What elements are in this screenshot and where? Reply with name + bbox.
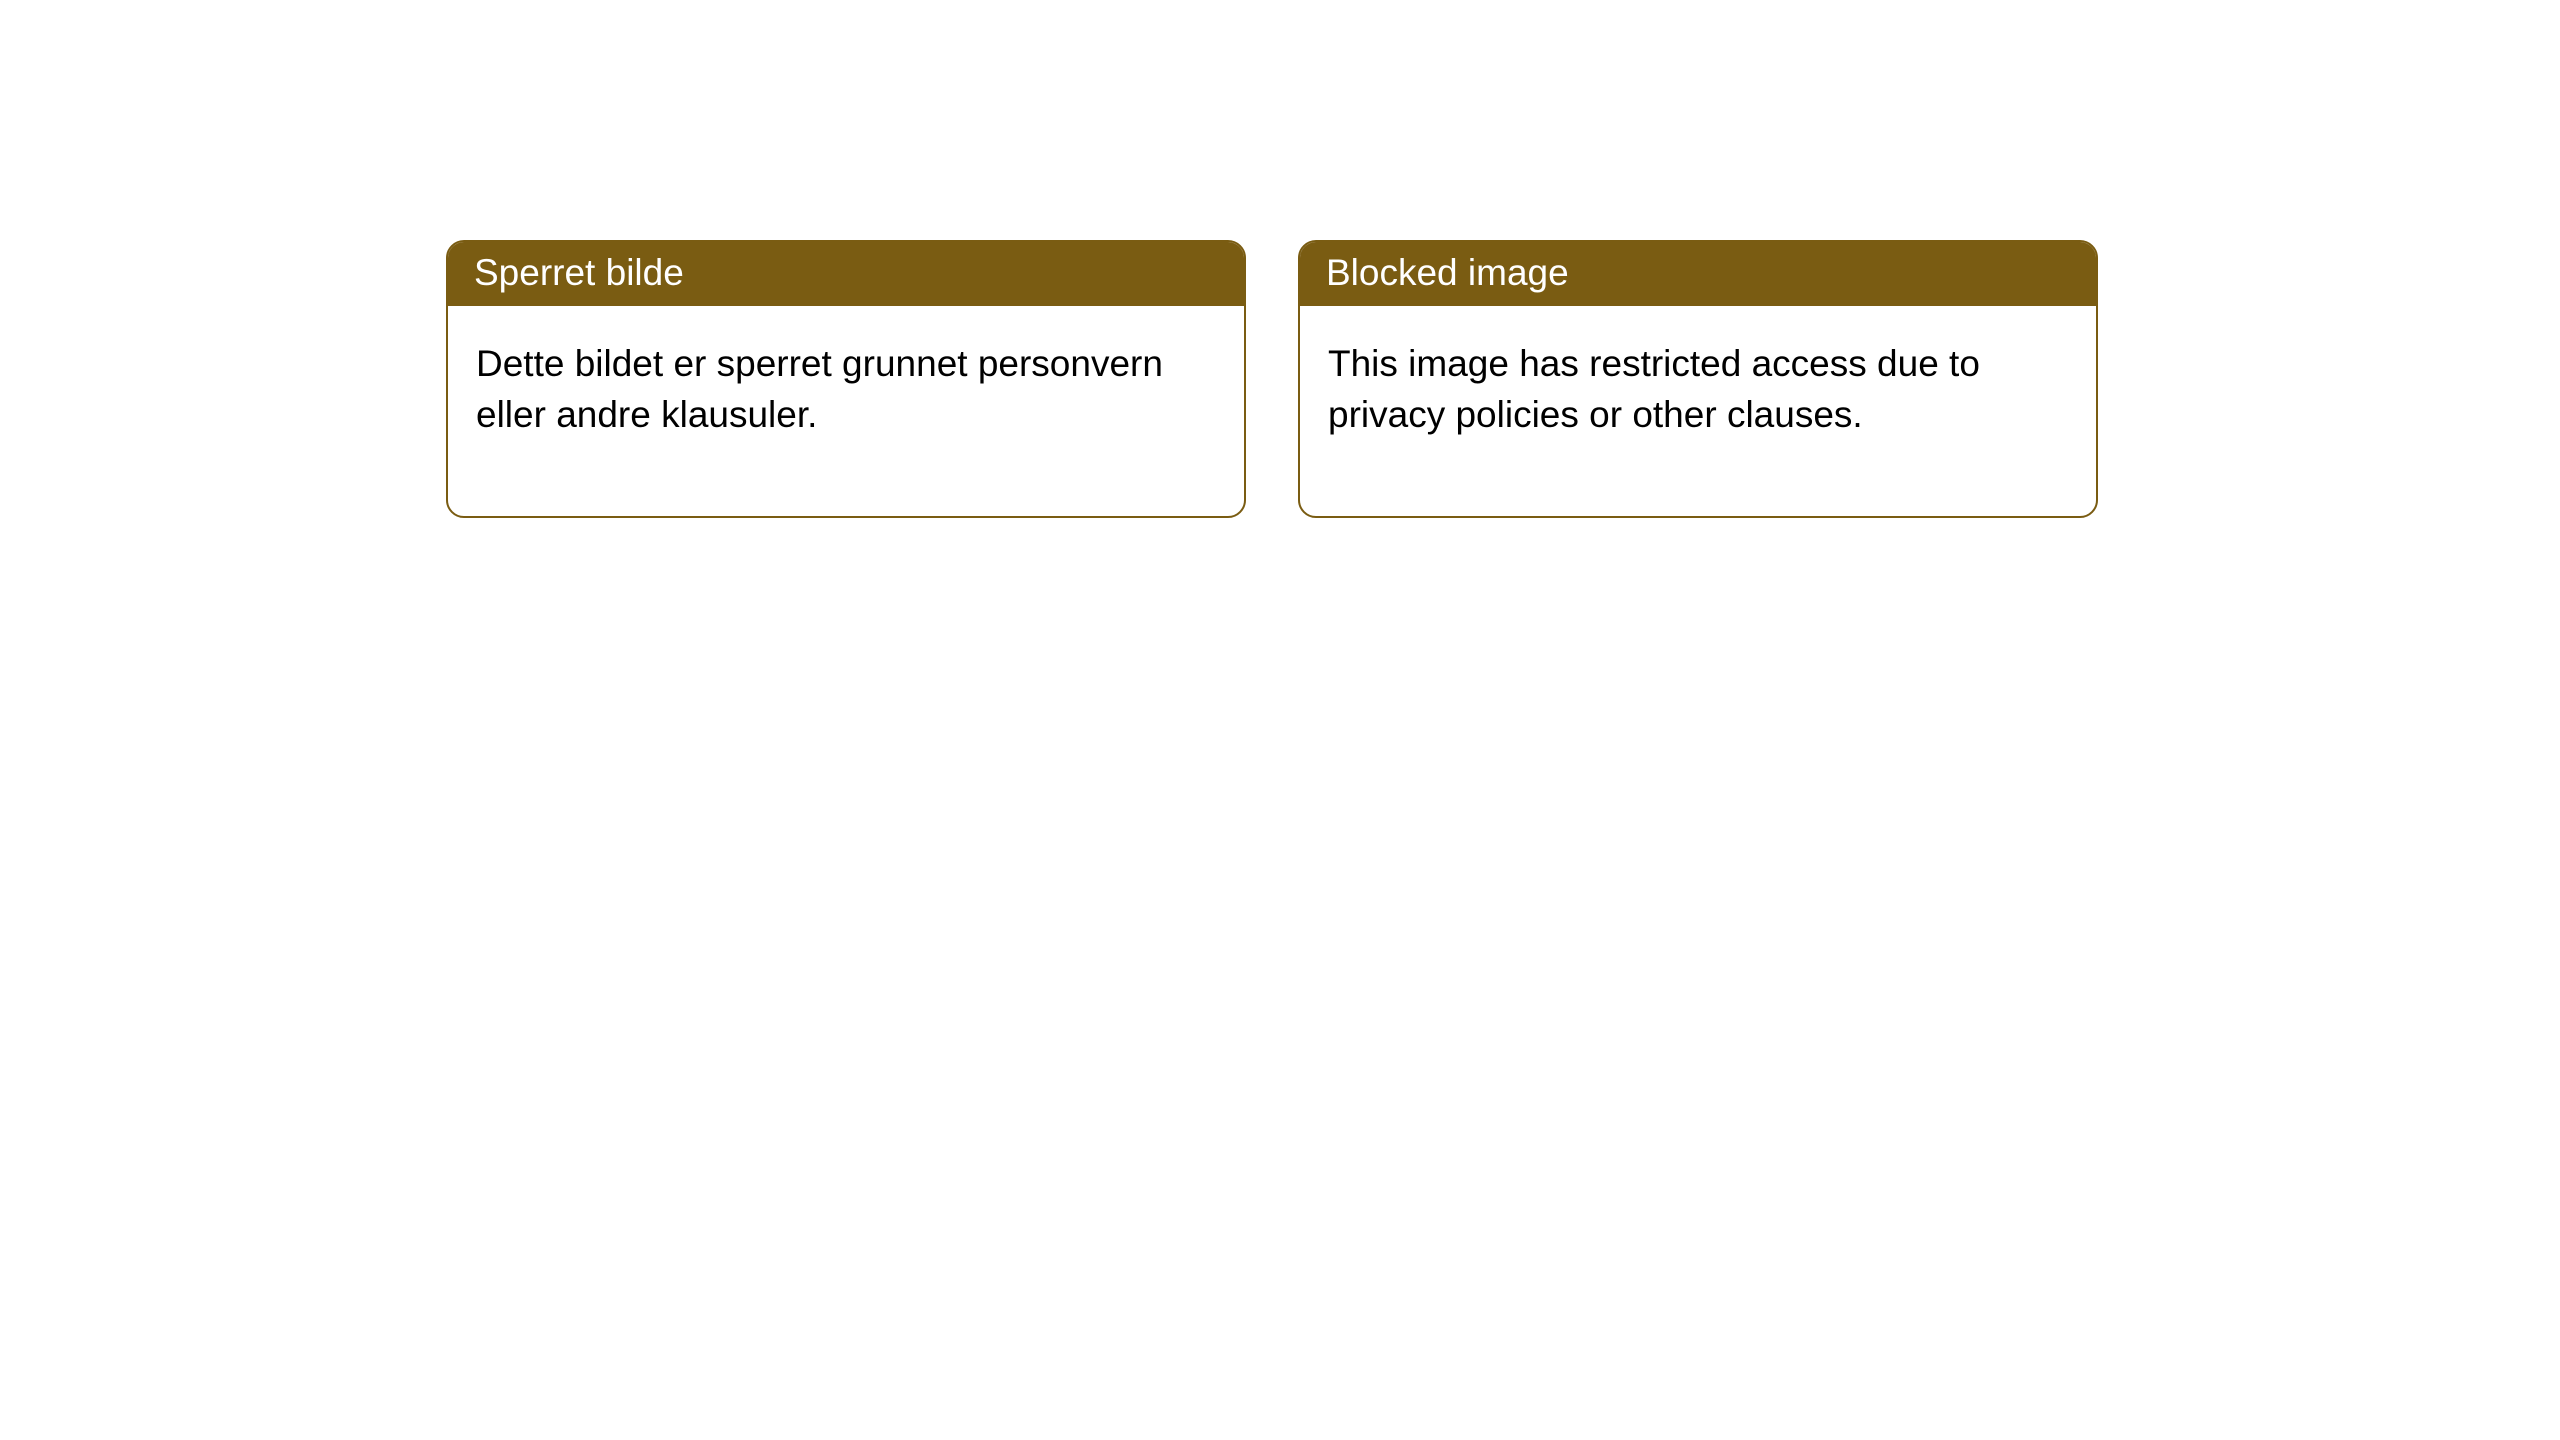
notice-card-norwegian: Sperret bilde Dette bildet er sperret gr…: [446, 240, 1246, 518]
notice-card-english: Blocked image This image has restricted …: [1298, 240, 2098, 518]
notice-container: Sperret bilde Dette bildet er sperret gr…: [0, 0, 2560, 518]
notice-body-norwegian: Dette bildet er sperret grunnet personve…: [448, 306, 1244, 516]
notice-title-norwegian: Sperret bilde: [448, 242, 1244, 306]
notice-body-english: This image has restricted access due to …: [1300, 306, 2096, 516]
notice-title-english: Blocked image: [1300, 242, 2096, 306]
